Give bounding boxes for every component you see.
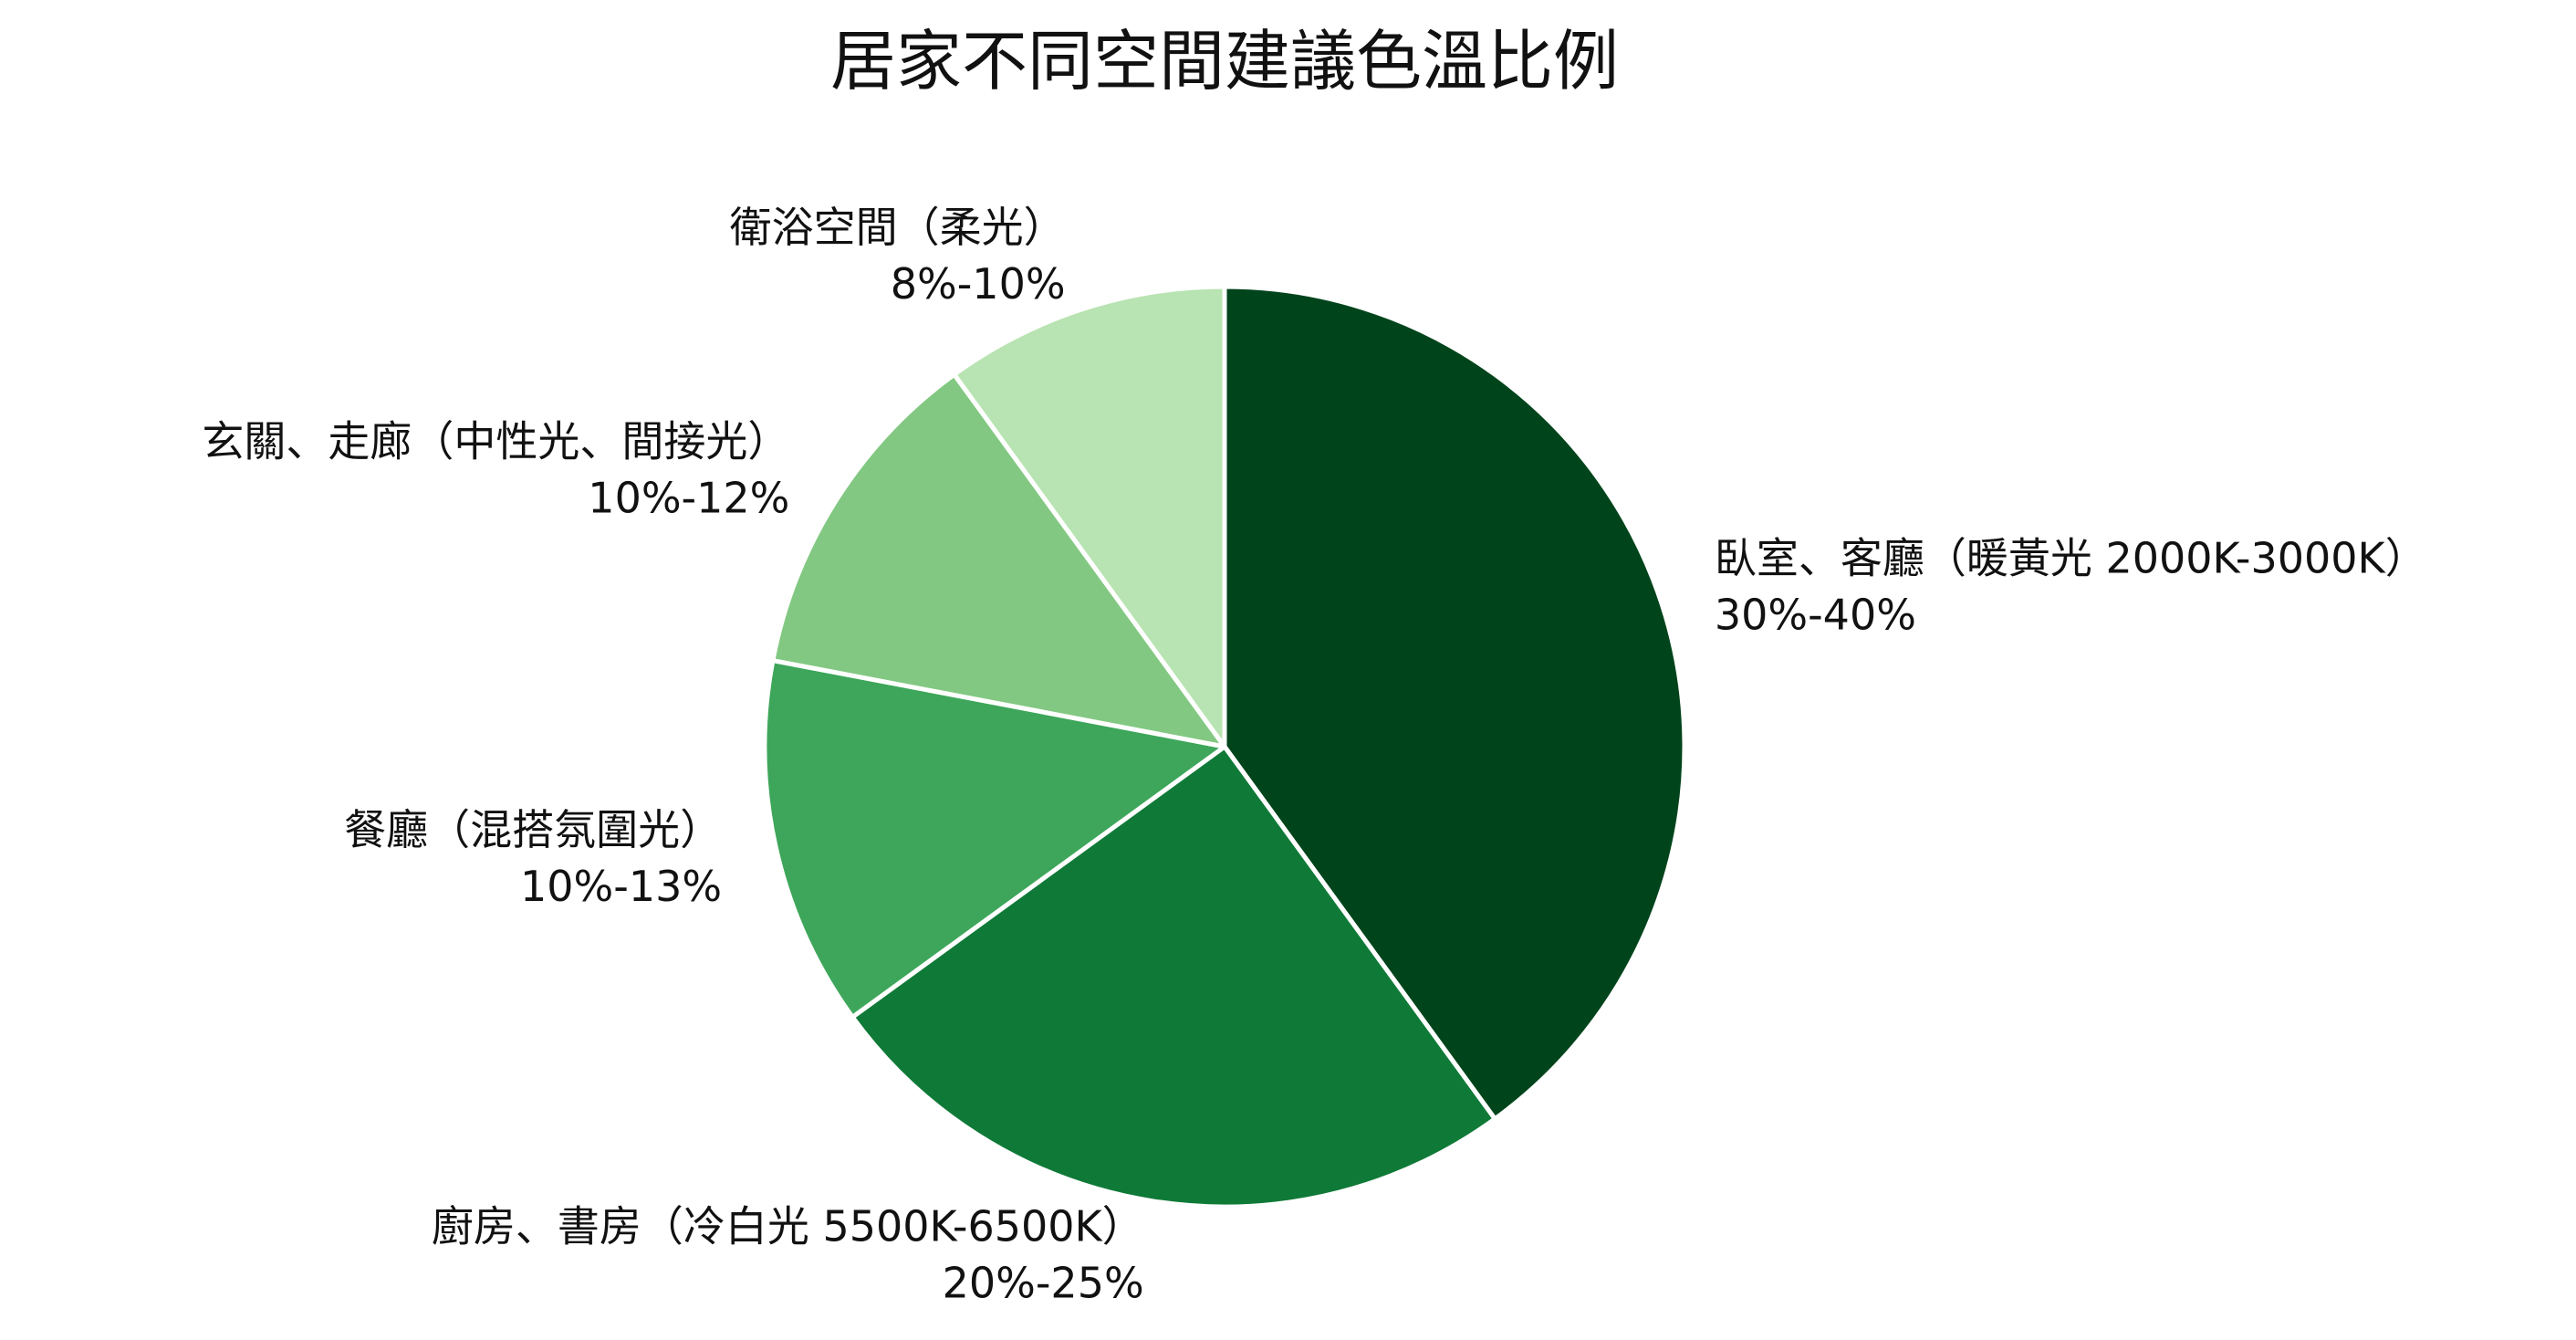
- pie-slice: [762, 658, 1227, 1020]
- pie-slice: [770, 372, 1227, 749]
- slice-category-label: 衛浴空間（柔光）: [730, 203, 1066, 252]
- slice-category-label: 臥室、客廳（暖黃光 2000K-3000K）: [1715, 534, 2427, 583]
- slice-value-label: 10%-12%: [588, 474, 789, 523]
- slice-value-label: 8%-10%: [891, 259, 1066, 309]
- pie-slice: [1222, 284, 1687, 1122]
- pie-slices: [762, 284, 1687, 1209]
- pie-slice: [952, 284, 1227, 749]
- slice-category-label: 玄關、走廊（中性光、間接光）: [202, 417, 789, 466]
- pie-labels: 臥室、客廳（暖黃光 2000K-3000K） 30%-40% 廚房、書房（冷白光 5…: [202, 203, 2426, 1307]
- slice-value-label: 10%-13%: [520, 862, 722, 911]
- slice-value-label: 20%-25%: [943, 1259, 1144, 1308]
- slice-category-label: 餐廳（混搭氛圍光）: [344, 805, 722, 854]
- chart-title: 居家不同空間建議色溫比例: [830, 23, 1619, 99]
- pie-slice: [850, 744, 1497, 1209]
- slice-category-label: 廚房、書房（冷白光 5500K-6500K）: [432, 1202, 1144, 1251]
- slice-value-label: 30%-40%: [1715, 591, 1916, 640]
